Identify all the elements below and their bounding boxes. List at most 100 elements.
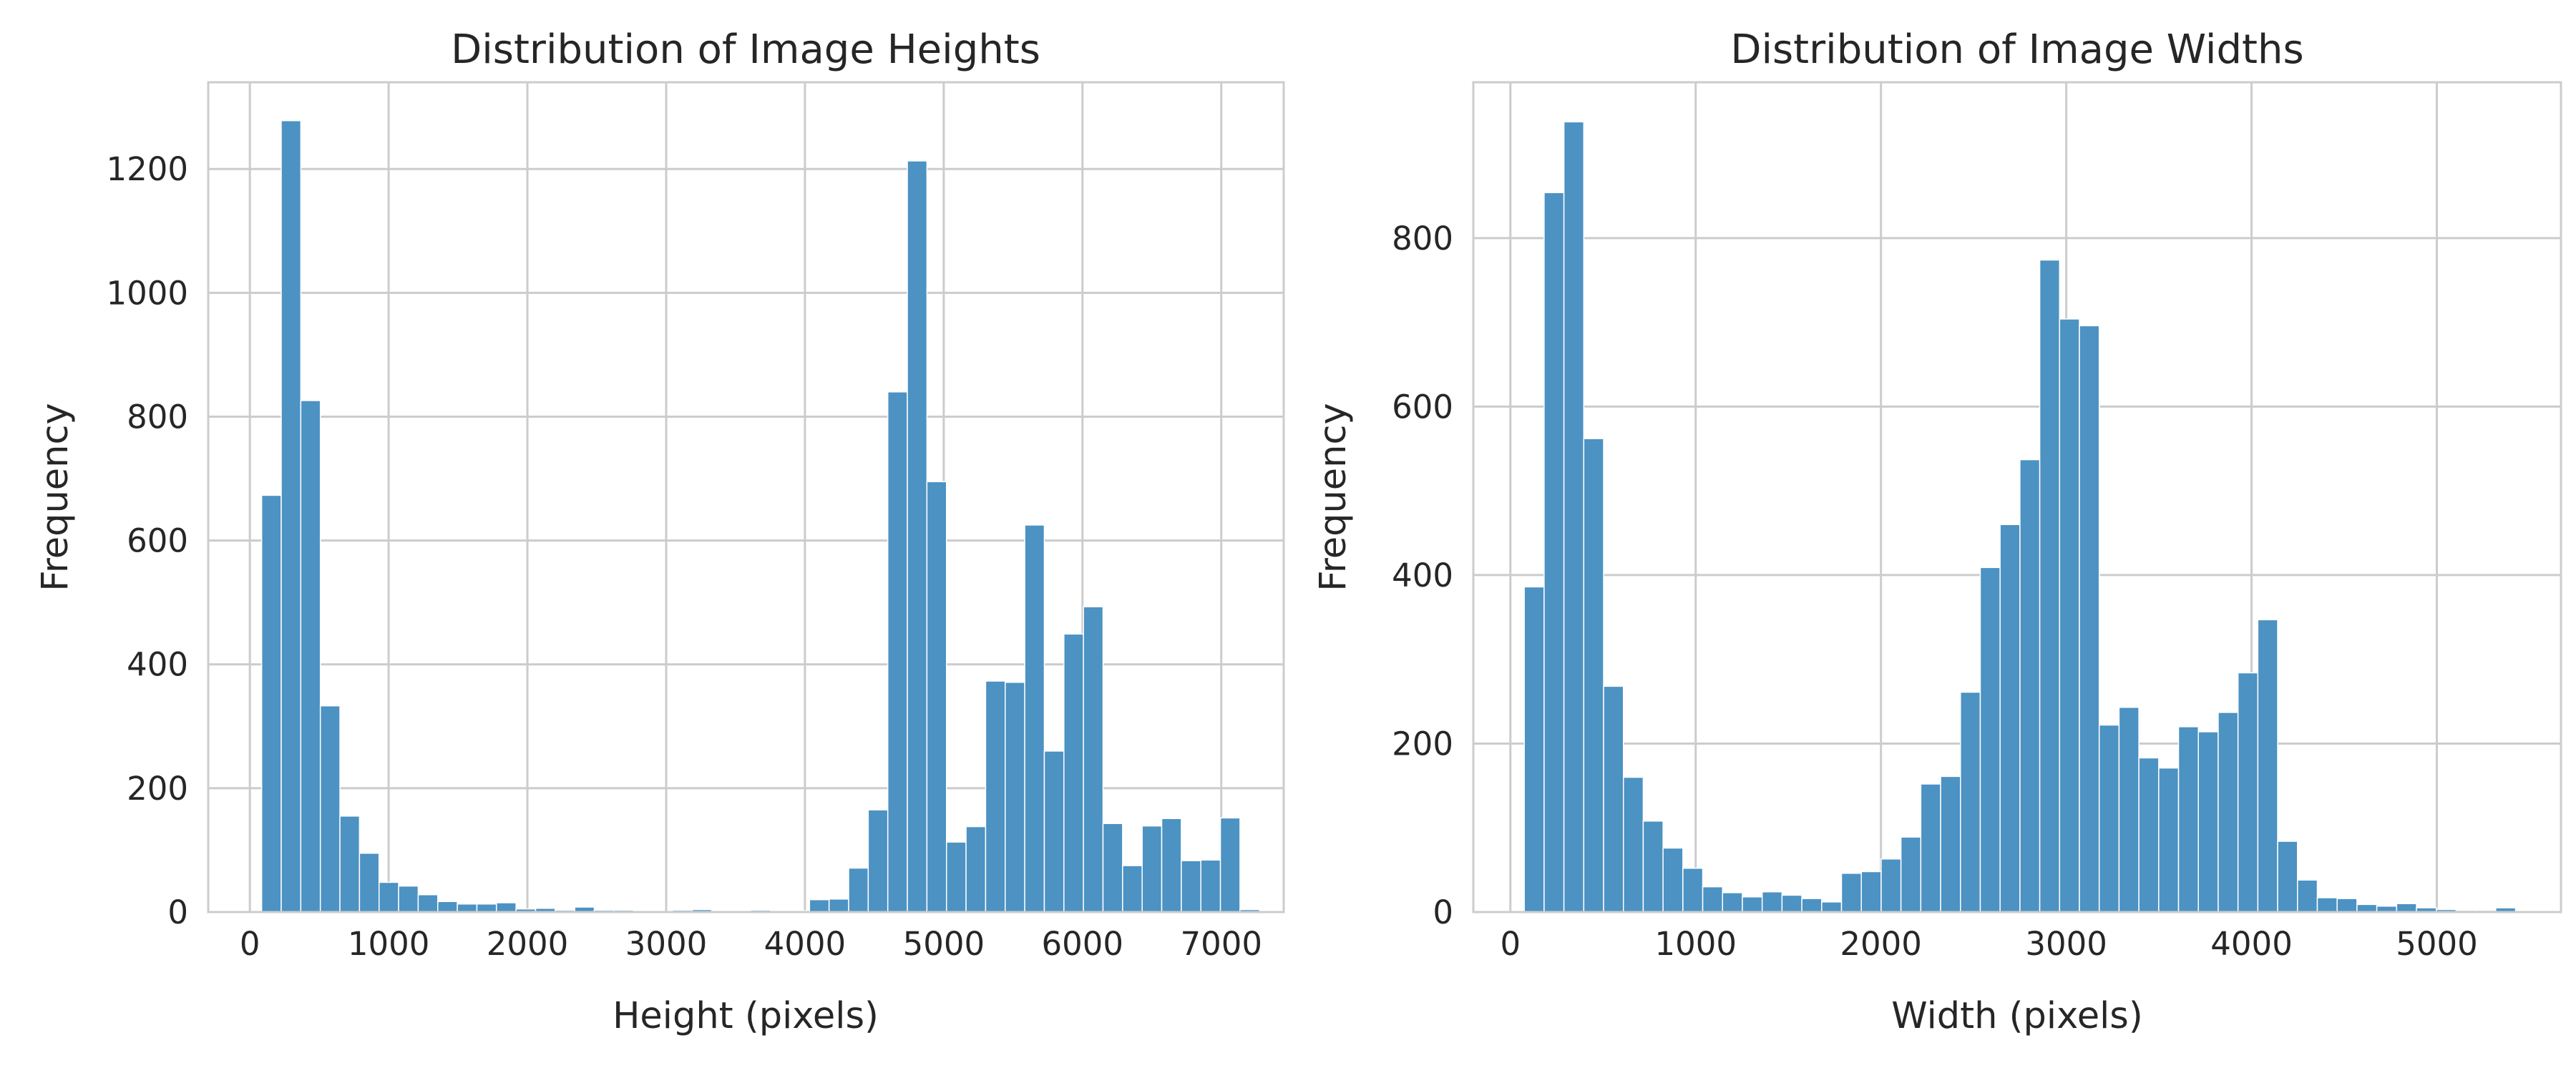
heights-plot-frame	[207, 81, 1285, 913]
heights-histogram-bar	[378, 881, 399, 913]
widths-x-tick-label: 3000	[2025, 925, 2107, 963]
heights-histogram-bar	[476, 903, 497, 913]
heights-y-axis-label: Frequency	[34, 403, 77, 591]
heights-histogram-bar	[280, 119, 302, 913]
heights-y-tick-label: 600	[127, 522, 188, 560]
widths-y-ticks: 0 200 400 600 800	[1392, 220, 1453, 931]
widths-bars	[1523, 121, 2517, 913]
widths-histogram-bar	[2177, 726, 2199, 913]
heights-histogram-bar	[1200, 859, 1221, 913]
heights-histogram-bar	[1043, 750, 1065, 913]
heights-histogram-bar	[965, 825, 987, 913]
heights-histogram-bar	[907, 160, 928, 913]
widths-histogram-bar	[1642, 820, 1664, 913]
widths-histogram-bar	[1603, 685, 1624, 913]
widths-histogram-bar	[2218, 712, 2239, 913]
heights-x-tick-label: 2000	[487, 925, 569, 963]
widths-histogram-bar	[1979, 567, 2001, 913]
heights-x-tick-label: 7000	[1180, 925, 1262, 963]
widths-histogram-bar	[1940, 775, 1961, 913]
widths-x-ticks: 0 1000 2000 3000 4000 5000	[1500, 925, 2477, 963]
widths-y-tick-label: 400	[1392, 557, 1453, 594]
heights-histogram-bar	[1181, 860, 1201, 913]
widths-histogram-bar	[2059, 318, 2080, 913]
heights-histogram-bar	[358, 853, 380, 913]
heights-histogram-bar	[1161, 818, 1182, 913]
heights-y-tick-label: 400	[127, 646, 188, 684]
heights-histogram-bar	[319, 705, 341, 913]
heights-histogram-bar	[1063, 633, 1084, 913]
widths-y-tick-label: 200	[1392, 725, 1453, 763]
heights-histogram-bar	[437, 901, 458, 913]
widths-plot-frame	[1472, 81, 2562, 913]
widths-histogram-bar	[1761, 891, 1783, 913]
widths-histogram-bar	[2098, 724, 2120, 913]
heights-histogram-bar	[848, 867, 869, 913]
heights-grid	[208, 82, 1284, 913]
heights-histogram-bar	[496, 902, 517, 913]
heights-x-tick-label: 6000	[1042, 925, 1124, 963]
widths-histogram-bar	[2356, 903, 2378, 913]
widths-histogram-bar	[1801, 898, 1823, 913]
heights-x-ticks: 0 1000 2000 3000 4000 5000 6000 7000	[240, 925, 1262, 963]
widths-histogram-bar	[1722, 892, 1743, 913]
heights-panel: 0 1000 2000 3000 4000 5000 6000 7000 0 200 400 600…	[34, 26, 1285, 1037]
heights-x-tick-label: 4000	[764, 925, 847, 963]
heights-y-tick-label: 800	[127, 398, 188, 436]
heights-x-axis-label: Height (pixels)	[613, 995, 879, 1037]
widths-histogram-bar	[1682, 868, 1704, 913]
widths-histogram-bar	[1999, 524, 2021, 913]
heights-histogram-bar	[985, 680, 1006, 913]
widths-histogram-bar	[1662, 847, 1684, 913]
heights-histogram-bar	[300, 400, 321, 913]
heights-y-tick-label: 0	[167, 893, 188, 931]
heights-histogram-bar	[417, 894, 439, 913]
heights-histogram-bar	[1024, 524, 1045, 913]
widths-histogram-bar	[2336, 898, 2358, 913]
widths-y-tick-label: 800	[1392, 220, 1453, 258]
widths-panel: 0 1000 2000 3000 4000 5000 0 200 400 600 800 Dist…	[1312, 26, 2562, 1037]
widths-histogram-bar	[2197, 731, 2219, 913]
widths-x-tick-label: 0	[1500, 925, 1521, 963]
widths-y-axis-label: Frequency	[1312, 403, 1355, 591]
widths-x-tick-label: 5000	[2396, 925, 2478, 963]
widths-histogram-bar	[2297, 879, 2318, 913]
widths-x-axis-label: Width (pixels)	[1891, 995, 2142, 1037]
widths-histogram-bar	[1840, 873, 1862, 913]
heights-histogram-bar	[809, 898, 830, 913]
heights-x-tick-label: 3000	[625, 925, 708, 963]
widths-histogram-bar	[2277, 841, 2298, 913]
heights-histogram-bar	[260, 494, 282, 913]
widths-histogram-bar	[1563, 121, 1585, 913]
heights-histogram-bar	[1005, 682, 1025, 913]
heights-x-tick-label: 0	[240, 925, 260, 963]
widths-histogram-bar	[1960, 691, 1981, 913]
widths-histogram-bar	[1821, 901, 1843, 913]
heights-histogram-bar	[887, 391, 908, 913]
widths-x-tick-label: 2000	[1840, 925, 1922, 963]
widths-histogram-bar	[1702, 886, 1724, 913]
heights-y-tick-label: 1200	[106, 150, 188, 188]
heights-histogram-bar	[926, 481, 947, 913]
widths-y-tick-label: 0	[1433, 893, 1453, 931]
widths-histogram-bar	[2237, 672, 2259, 913]
widths-histogram-bar	[2316, 897, 2338, 913]
widths-histogram-bar	[2039, 259, 2061, 913]
widths-histogram-bar	[2079, 325, 2100, 913]
heights-histogram-bar	[457, 903, 478, 913]
heights-histogram-bar	[1141, 825, 1163, 913]
widths-histogram-bar	[1622, 776, 1644, 913]
widths-histogram-bar	[1543, 192, 1565, 913]
heights-histogram-bar	[339, 815, 361, 913]
heights-histogram-bar	[1102, 823, 1123, 913]
widths-x-tick-label: 4000	[2210, 925, 2293, 963]
heights-y-tick-label: 200	[127, 770, 188, 808]
heights-histogram-bar	[867, 809, 889, 913]
widths-histogram-bar	[2118, 707, 2140, 913]
widths-histogram-bar	[2257, 619, 2278, 913]
heights-histogram-bar	[398, 885, 419, 913]
heights-histogram-bar	[828, 898, 849, 913]
widths-histogram-bar	[1523, 586, 1545, 913]
widths-histogram-bar	[1880, 858, 1902, 913]
heights-x-tick-label: 5000	[903, 925, 985, 963]
